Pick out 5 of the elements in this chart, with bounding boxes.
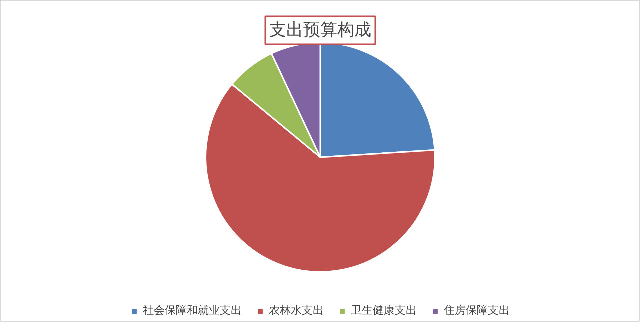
legend-label: 农林水支出 bbox=[269, 303, 324, 318]
legend-label: 卫生健康支出 bbox=[351, 303, 417, 318]
chart-title: 支出预算构成 bbox=[270, 20, 372, 40]
legend-label: 社会保障和就业支出 bbox=[143, 303, 242, 318]
legend-label: 住房保障支出 bbox=[444, 303, 510, 318]
